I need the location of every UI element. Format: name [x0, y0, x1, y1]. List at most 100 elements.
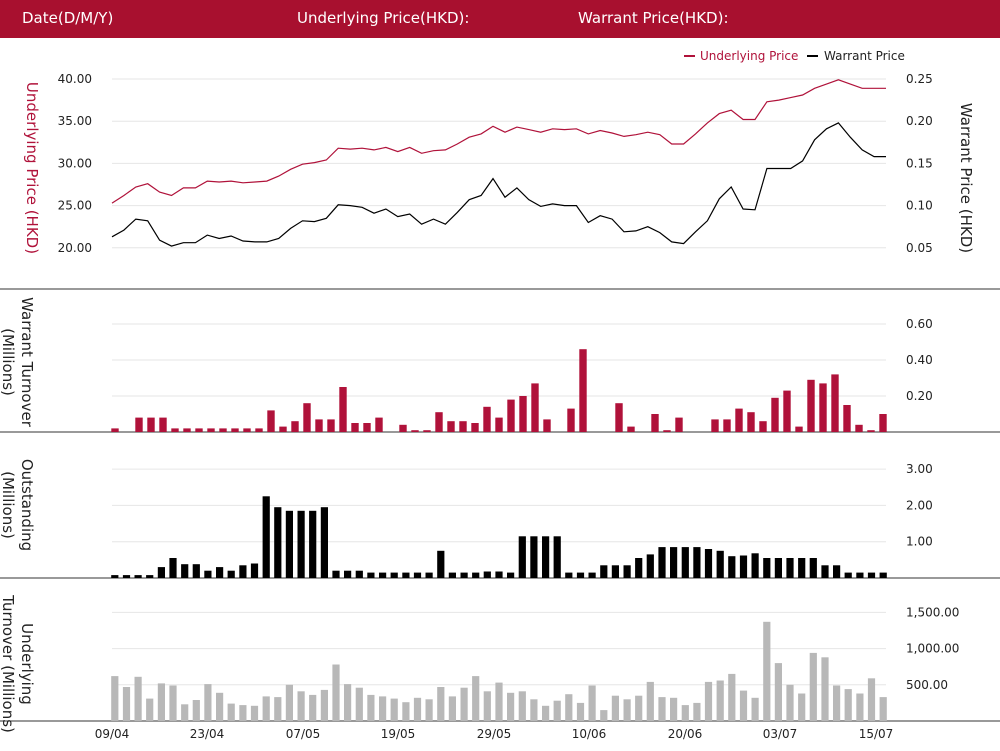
warrant-turnover-bar — [759, 421, 767, 432]
outstanding-bar — [670, 547, 678, 578]
x-tick-label: 23/04 — [190, 727, 225, 741]
underlying-turnover-bar — [355, 687, 363, 721]
outstanding-bar — [413, 572, 422, 578]
underlying-turnover-bar — [530, 699, 538, 721]
left-tick-label: 35.00 — [58, 114, 92, 128]
outstanding-bar — [798, 558, 806, 578]
outstanding-axis-label-line: (Millions) — [0, 471, 17, 539]
underlying-turnover-bar — [274, 697, 282, 721]
outstanding-axis-label: Outstanding(Millions) — [0, 459, 36, 551]
outstanding-bar — [297, 510, 305, 578]
underlying-turnover-bar — [204, 684, 212, 721]
outstanding-bar — [879, 572, 887, 578]
right-tick-label: 0.05 — [906, 241, 933, 255]
outstanding-bar — [786, 558, 794, 578]
underlying-turnover-bar — [379, 696, 387, 721]
underlying-turnover-bar — [134, 676, 142, 721]
warrant-turnover-bar — [795, 426, 803, 432]
warrant-turnover-bar — [783, 390, 791, 432]
outstanding-bar — [344, 570, 352, 578]
outstanding-bar — [309, 510, 317, 578]
underlying-turnover-bar — [821, 657, 829, 721]
outstanding-bar — [704, 549, 713, 578]
x-tick-label: 20/06 — [668, 727, 703, 741]
outstanding-bar — [658, 547, 666, 578]
warrant-turnover-bar — [243, 428, 251, 432]
outstanding-bar — [157, 567, 165, 578]
warrant-turnover-bar — [771, 397, 779, 432]
warrant-price-label: Warrant Price(HKD): — [578, 9, 729, 27]
left-tick-label: 20.00 — [58, 241, 92, 255]
outstanding-bar — [390, 572, 398, 578]
warrant-turnover-bar — [831, 374, 839, 432]
warrant-turnover-bar — [159, 417, 167, 432]
outstanding-bar — [681, 547, 689, 578]
outstanding-bar — [448, 572, 456, 578]
warrant-turnover-bar — [615, 403, 623, 432]
outstanding-bar — [483, 571, 491, 578]
warrant-turnover-axis-label-line: (Millions) — [0, 328, 17, 396]
warrant-turnover-bar — [195, 428, 203, 432]
underlying-turnover-bar — [413, 697, 422, 721]
underlying-turnover-bar — [844, 689, 852, 721]
outstanding-bar — [227, 570, 235, 578]
outstanding-bar — [507, 572, 515, 578]
warrant-turnover-bar — [315, 419, 323, 432]
outstanding-bar — [460, 572, 468, 578]
underlying-turnover-bar — [122, 687, 131, 721]
outstanding-bar — [821, 565, 829, 578]
warrant-turnover-axis-label-line: Warrant Turnover — [18, 297, 36, 428]
outstanding-bar — [355, 570, 363, 578]
outstanding-tick-label: 1.00 — [906, 535, 933, 549]
left-tick-label: 30.00 — [58, 156, 92, 170]
underlying-turnover-bar — [716, 680, 724, 721]
outstanding-bar — [262, 496, 270, 578]
underlying-turnover-bar — [157, 683, 165, 721]
underlying-turnover-bar — [472, 676, 480, 721]
warrant-turnover-bar — [735, 408, 743, 432]
outstanding-bar — [216, 567, 224, 578]
warrant-turnover-bar — [471, 423, 479, 432]
underlying-price-line — [111, 79, 886, 204]
x-tick-label: 15/07 — [859, 727, 894, 741]
warrant-turnover-bar — [327, 419, 335, 432]
underlying-turnover-bar — [704, 681, 713, 721]
underlying-turnover-bar — [402, 702, 410, 721]
outstanding-bar — [146, 575, 154, 578]
outstanding-bar — [716, 550, 724, 578]
underlying-turnover-tick-label: 500.00 — [906, 678, 948, 692]
warrant-turnover-bar — [855, 424, 863, 432]
warrant-turnover-bar — [183, 428, 191, 432]
chart-area: Underlying Price Warrant Price Underlyin… — [0, 49, 1000, 741]
warrant-price-axis-label: Warrant Price (HKD) — [957, 103, 975, 253]
outstanding-bar — [844, 572, 852, 578]
warrant-turnover-bar — [567, 408, 575, 432]
right-tick-label: 0.25 — [906, 72, 933, 86]
x-tick-label: 07/05 — [286, 727, 321, 741]
outstanding-bar — [774, 558, 782, 578]
warrant-turnover-bar — [279, 426, 287, 432]
underlying-turnover-bar — [111, 676, 119, 721]
underlying-turnover-bar — [670, 697, 678, 721]
warrant-turnover-bar — [363, 423, 371, 432]
underlying-turnover-bar — [192, 700, 200, 721]
underlying-turnover-bar — [728, 673, 736, 721]
right-tick-label: 0.10 — [906, 199, 933, 213]
underlying-turnover-bar — [623, 699, 631, 721]
outstanding-bar — [285, 510, 293, 578]
underlying-turnover-bar — [856, 693, 864, 721]
outstanding-bar — [122, 575, 131, 578]
underlying-turnover-bar — [542, 705, 550, 721]
outstanding-bar — [867, 572, 876, 578]
outstanding-bar — [250, 563, 259, 578]
outstanding-bar — [332, 570, 340, 578]
warrant-turnover-tick-label: 0.60 — [906, 317, 933, 331]
warrant-turnover-bar — [267, 410, 275, 432]
legend: Underlying Price Warrant Price — [684, 49, 905, 63]
warrant-turnover-bar — [879, 414, 887, 432]
outstanding-bar — [472, 572, 480, 578]
warrant-turnover-axis-label: Warrant Turnover(Millions) — [0, 297, 36, 428]
warrant-turnover-bar — [207, 428, 215, 432]
underlying-turnover-bar — [588, 685, 596, 721]
underlying-turnover-tick-label: 1,500.00 — [906, 605, 959, 619]
